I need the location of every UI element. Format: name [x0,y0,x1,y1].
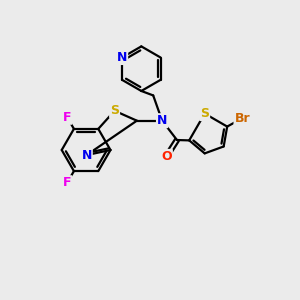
Text: N: N [117,51,127,64]
Text: F: F [63,176,71,189]
Text: N: N [157,114,167,127]
Text: S: S [200,107,209,120]
Text: N: N [81,148,92,162]
Text: F: F [63,111,71,124]
Text: Br: Br [235,112,250,125]
Text: S: S [110,104,119,117]
Text: O: O [161,150,172,163]
